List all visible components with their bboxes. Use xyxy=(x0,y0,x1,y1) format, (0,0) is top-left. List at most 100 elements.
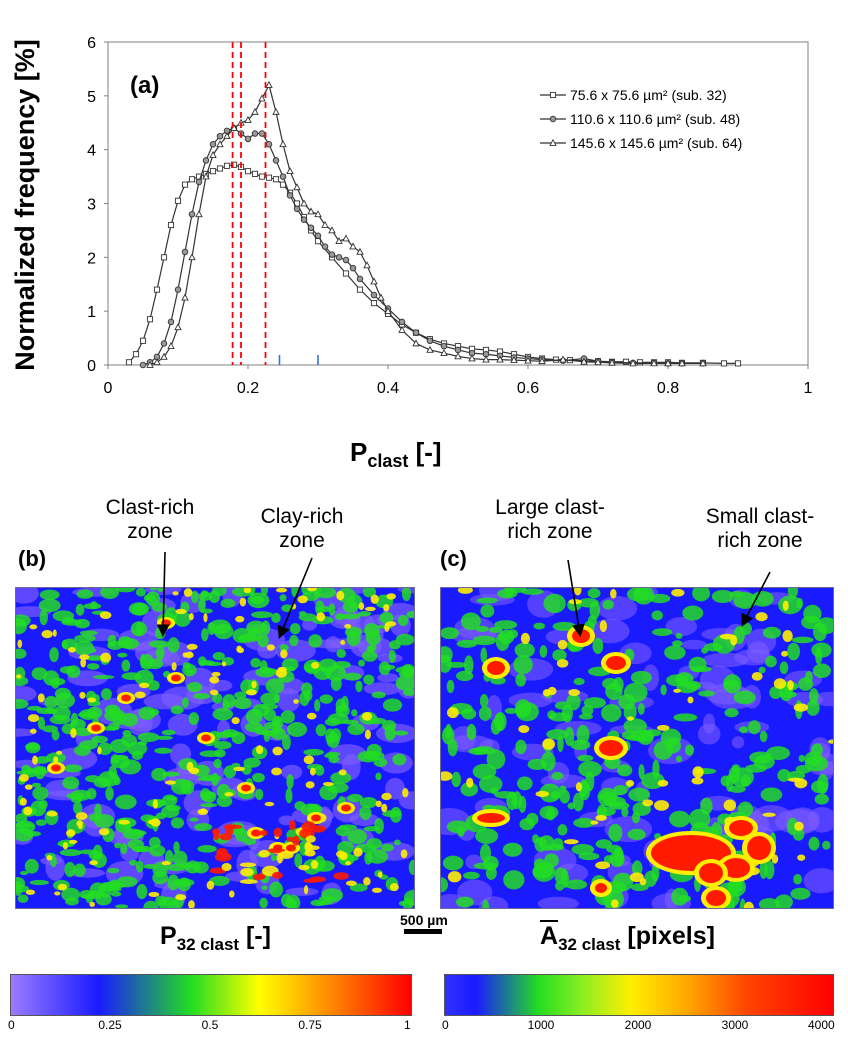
yellow-patch xyxy=(184,651,194,659)
green-patch xyxy=(516,776,533,791)
low-patch xyxy=(16,588,39,604)
green-patch xyxy=(587,588,601,599)
green-patch xyxy=(280,710,295,724)
yellow-patch xyxy=(568,688,580,697)
green-patch xyxy=(39,589,60,600)
green-patch xyxy=(790,887,811,900)
green-patch xyxy=(472,635,497,646)
square-point xyxy=(139,337,147,344)
yellow-patch xyxy=(782,600,789,612)
triangle-point xyxy=(335,237,343,245)
green-patch xyxy=(251,611,273,619)
yellow-patch xyxy=(272,746,283,756)
green-patch xyxy=(532,864,553,879)
green-patch xyxy=(559,785,567,793)
yellow-patch xyxy=(386,593,396,600)
green-patch xyxy=(314,699,321,712)
green-patch xyxy=(152,871,169,885)
green-patch xyxy=(380,843,394,852)
green-patch xyxy=(466,723,477,741)
yellow-patch xyxy=(164,780,176,785)
green-patch xyxy=(618,693,636,710)
yellow-patch xyxy=(297,595,308,604)
green-patch xyxy=(289,623,301,635)
green-patch xyxy=(132,846,149,853)
yellow-patch xyxy=(57,883,68,891)
green-patch xyxy=(315,588,337,599)
green-patch xyxy=(798,754,806,763)
triangle-point xyxy=(342,234,350,242)
green-patch xyxy=(379,611,394,625)
green-patch xyxy=(504,707,518,714)
x-axis-label-main: P xyxy=(350,437,368,467)
yellow-patch xyxy=(557,639,568,650)
green-patch xyxy=(665,737,682,754)
green-patch xyxy=(374,818,384,835)
yellow-patch xyxy=(203,613,208,623)
green-patch xyxy=(759,860,768,879)
green-patch xyxy=(110,755,130,769)
yellow-patch xyxy=(400,849,408,859)
green-patch xyxy=(91,735,108,744)
green-patch xyxy=(130,621,147,637)
green-patch xyxy=(514,699,532,718)
green-patch xyxy=(552,649,567,662)
green-patch xyxy=(314,765,325,776)
green-patch xyxy=(100,588,120,600)
green-patch xyxy=(626,588,650,602)
a32-title-main: A xyxy=(540,922,559,950)
green-patch xyxy=(729,591,745,598)
green-patch xyxy=(724,708,739,718)
red-blob xyxy=(477,813,505,823)
green-patch xyxy=(170,817,185,829)
green-patch xyxy=(644,729,662,737)
green-patch xyxy=(498,629,515,645)
yellow-patch xyxy=(345,880,357,886)
yellow-patch xyxy=(363,877,371,886)
yellow-patch xyxy=(182,652,188,658)
green-patch xyxy=(804,755,829,772)
yellow-patch xyxy=(118,819,130,825)
green-patch xyxy=(482,899,490,908)
green-patch xyxy=(605,682,623,700)
yellow-patch xyxy=(138,682,150,689)
p32-colorbar-ticks: 0 0.25 0.5 0.75 1 xyxy=(8,1018,411,1034)
triangle-point xyxy=(293,183,301,191)
triangle-point xyxy=(510,356,518,364)
green-patch xyxy=(85,893,94,904)
small-clast-zone-line2: rich zone xyxy=(717,529,803,552)
green-patch xyxy=(540,751,556,772)
green-patch xyxy=(212,708,234,721)
yellow-patch xyxy=(626,779,635,787)
yellow-patch xyxy=(231,717,240,725)
green-patch xyxy=(479,694,489,708)
yellow-patch xyxy=(175,894,187,901)
green-patch xyxy=(366,838,383,849)
yellow-patch xyxy=(687,696,694,704)
green-patch xyxy=(406,610,414,619)
green-patch xyxy=(596,806,616,817)
green-patch xyxy=(161,805,180,818)
triangle-point xyxy=(559,355,567,363)
yellow-patch xyxy=(692,766,704,778)
triangle-point xyxy=(195,210,203,218)
green-patch xyxy=(148,708,160,716)
green-patch xyxy=(632,860,643,877)
large-clast-zone-line1: Large clast- xyxy=(495,496,605,519)
green-patch xyxy=(65,897,79,906)
low-patch xyxy=(363,682,402,696)
green-patch xyxy=(261,620,271,636)
green-patch xyxy=(511,791,522,810)
hot-cluster xyxy=(225,827,234,836)
circle-point xyxy=(195,178,203,186)
green-patch xyxy=(673,713,698,722)
square-point xyxy=(549,91,557,99)
green-patch xyxy=(318,896,336,901)
green-patch xyxy=(792,827,805,841)
green-patch xyxy=(200,608,213,614)
yellow-patch xyxy=(19,797,27,806)
green-patch xyxy=(173,850,188,867)
green-patch xyxy=(198,597,206,613)
green-patch xyxy=(513,655,533,675)
clast-rich-zone-line1: Clast-rich xyxy=(105,496,195,519)
